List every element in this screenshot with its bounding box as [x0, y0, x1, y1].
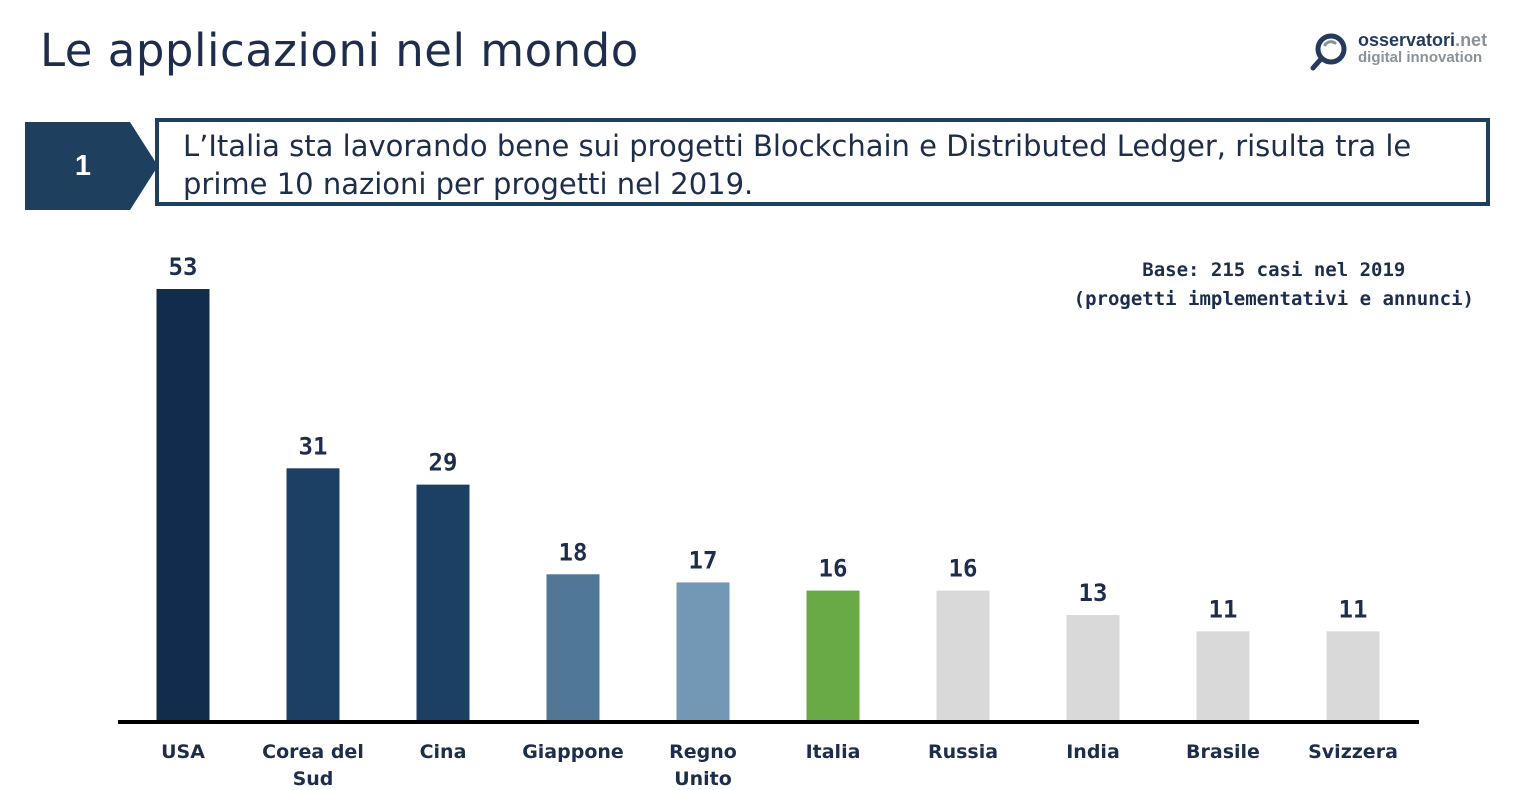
- bar: [806, 590, 860, 721]
- category-label: Regno: [669, 741, 737, 763]
- bar-value-label: 17: [689, 546, 718, 574]
- category-label: Russia: [928, 741, 998, 763]
- callout-box: L’Italia sta lavorando bene sui progetti…: [155, 118, 1490, 206]
- logo-tagline: digital innovation: [1358, 49, 1483, 66]
- bar-value-label: 11: [1339, 595, 1368, 623]
- bar-value-label: 11: [1209, 595, 1238, 623]
- bar-value-label: 53: [169, 253, 198, 281]
- bar: [546, 574, 600, 721]
- category-label: Brasile: [1186, 741, 1260, 763]
- category-label: Giappone: [522, 741, 624, 763]
- category-label: Unito: [674, 768, 732, 790]
- callout-text: L’Italia sta lavorando bene sui progetti…: [183, 129, 1412, 201]
- logo-tld: .net: [1455, 30, 1488, 50]
- bar: [1196, 631, 1250, 721]
- page-title: Le applicazioni nel mondo: [40, 24, 639, 77]
- bar: [936, 590, 990, 721]
- callout-number: 1: [74, 150, 92, 182]
- category-label: Sud: [293, 768, 334, 790]
- category-label: Italia: [806, 741, 861, 763]
- bar: [416, 484, 470, 721]
- category-label: USA: [161, 741, 205, 763]
- base-note: Base: 215 casi nel 2019 (progetti implem…: [1074, 256, 1474, 314]
- category-label: Svizzera: [1308, 741, 1398, 763]
- bar-value-label: 29: [429, 449, 458, 477]
- base-note-line1: Base: 215 casi nel 2019: [1142, 259, 1406, 281]
- bar: [156, 289, 210, 721]
- category-label: Cina: [420, 741, 467, 763]
- category-label: Corea del: [262, 741, 364, 763]
- bar-value-label: 31: [299, 432, 328, 460]
- bar-value-label: 16: [819, 555, 848, 583]
- bar-value-label: 16: [949, 555, 978, 583]
- bar: [286, 468, 340, 721]
- bar-value-label: 18: [559, 538, 588, 566]
- bar: [676, 582, 730, 721]
- callout-badge-arrow: [25, 122, 158, 210]
- magnifier-logo-icon: [1310, 33, 1347, 71]
- bar: [1326, 631, 1380, 721]
- base-note-line2: (progetti implementativi e annunci): [1073, 288, 1474, 310]
- logo-name: osservatori: [1358, 30, 1456, 50]
- category-label: India: [1066, 741, 1120, 763]
- osservatori-logo: osservatori.net digital innovation: [1308, 30, 1518, 74]
- bar: [1066, 615, 1120, 721]
- bar-value-label: 13: [1079, 579, 1108, 607]
